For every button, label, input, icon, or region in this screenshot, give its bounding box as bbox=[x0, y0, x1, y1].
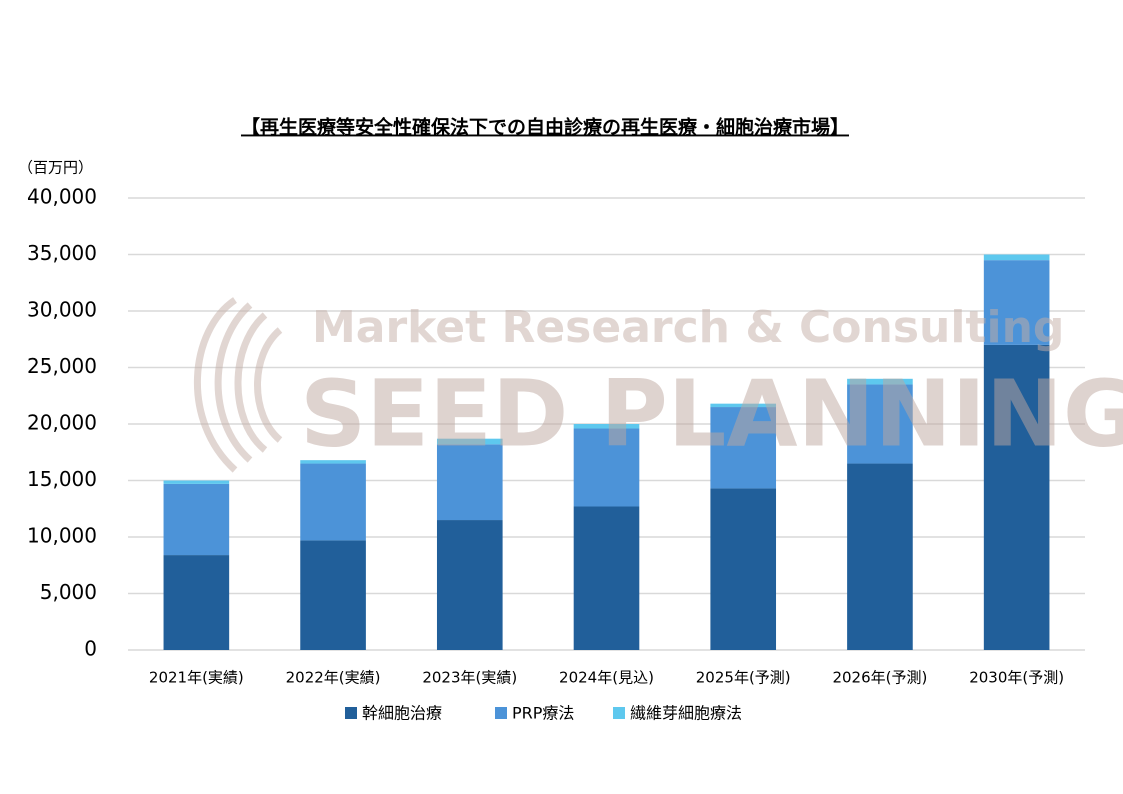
legend-swatch bbox=[495, 707, 507, 719]
bar-segment bbox=[163, 480, 230, 484]
y-axis-label: （百万円） bbox=[18, 159, 93, 177]
legend-label: 幹細胞治療 bbox=[362, 704, 442, 723]
x-tick-label: 2023年(実績) bbox=[422, 669, 517, 687]
bar-segment bbox=[163, 555, 230, 650]
bar-segment bbox=[573, 428, 640, 507]
bar-segment bbox=[300, 460, 366, 464]
legend-label: PRP療法 bbox=[512, 704, 574, 723]
x-tick-label: 2026年(予測) bbox=[832, 669, 927, 687]
bar-segment bbox=[847, 384, 913, 464]
bar-segment bbox=[300, 540, 366, 650]
watermark-text: Market Research & Consulting bbox=[312, 302, 1064, 353]
bar-segment bbox=[983, 260, 1050, 345]
y-tick-label: 20,000 bbox=[27, 411, 97, 435]
bar-segment bbox=[573, 424, 640, 429]
bar-segment bbox=[710, 403, 777, 408]
bar-segment bbox=[847, 378, 913, 385]
x-tick-label: 2022年(実績) bbox=[286, 669, 381, 687]
x-tick-label: 2021年(実績) bbox=[149, 669, 244, 687]
bar-segment bbox=[710, 488, 777, 650]
bar-segment bbox=[436, 438, 503, 445]
y-tick-label: 5,000 bbox=[40, 580, 97, 604]
legend-label: 繊維芽細胞療法 bbox=[630, 704, 742, 723]
x-tick-label: 2024年(見込) bbox=[559, 669, 654, 687]
watermark: Market Research & Consulting SEED PLANNI… bbox=[193, 297, 1123, 473]
y-tick-label: 35,000 bbox=[27, 241, 97, 265]
legend-swatch bbox=[613, 707, 625, 719]
bar-segment bbox=[163, 483, 230, 556]
y-tick-label: 0 bbox=[84, 637, 97, 661]
bar-segment bbox=[710, 407, 777, 489]
y-tick-label: 10,000 bbox=[27, 524, 97, 548]
x-tick-label: 2025年(予測) bbox=[696, 669, 791, 687]
bar-segment bbox=[436, 444, 503, 521]
bar-segment bbox=[573, 506, 640, 650]
x-tick-label: 2030年(予測) bbox=[969, 669, 1064, 687]
bar-segment bbox=[436, 520, 503, 650]
y-tick-label: 25,000 bbox=[27, 354, 97, 378]
y-tick-label: 30,000 bbox=[27, 298, 97, 322]
y-tick-label: 40,000 bbox=[27, 185, 97, 209]
bar-segment bbox=[300, 463, 366, 541]
plot-area: 0 5,000 10,000 15,000 20,000 25,000 30,000 35,0… bbox=[27, 185, 1085, 687]
y-tick-label: 15,000 bbox=[27, 467, 97, 491]
watermark-logo bbox=[193, 297, 283, 473]
bar-segment bbox=[983, 254, 1050, 261]
chart-title: 【再生医療等安全性確保法下での自由診療の再生医療・細胞治療市場】 bbox=[241, 116, 849, 139]
watermark-text: SEED PLANNING bbox=[300, 360, 1123, 467]
legend-swatch bbox=[345, 707, 357, 719]
bar-segment bbox=[983, 344, 1050, 650]
bar-segment bbox=[847, 463, 913, 650]
